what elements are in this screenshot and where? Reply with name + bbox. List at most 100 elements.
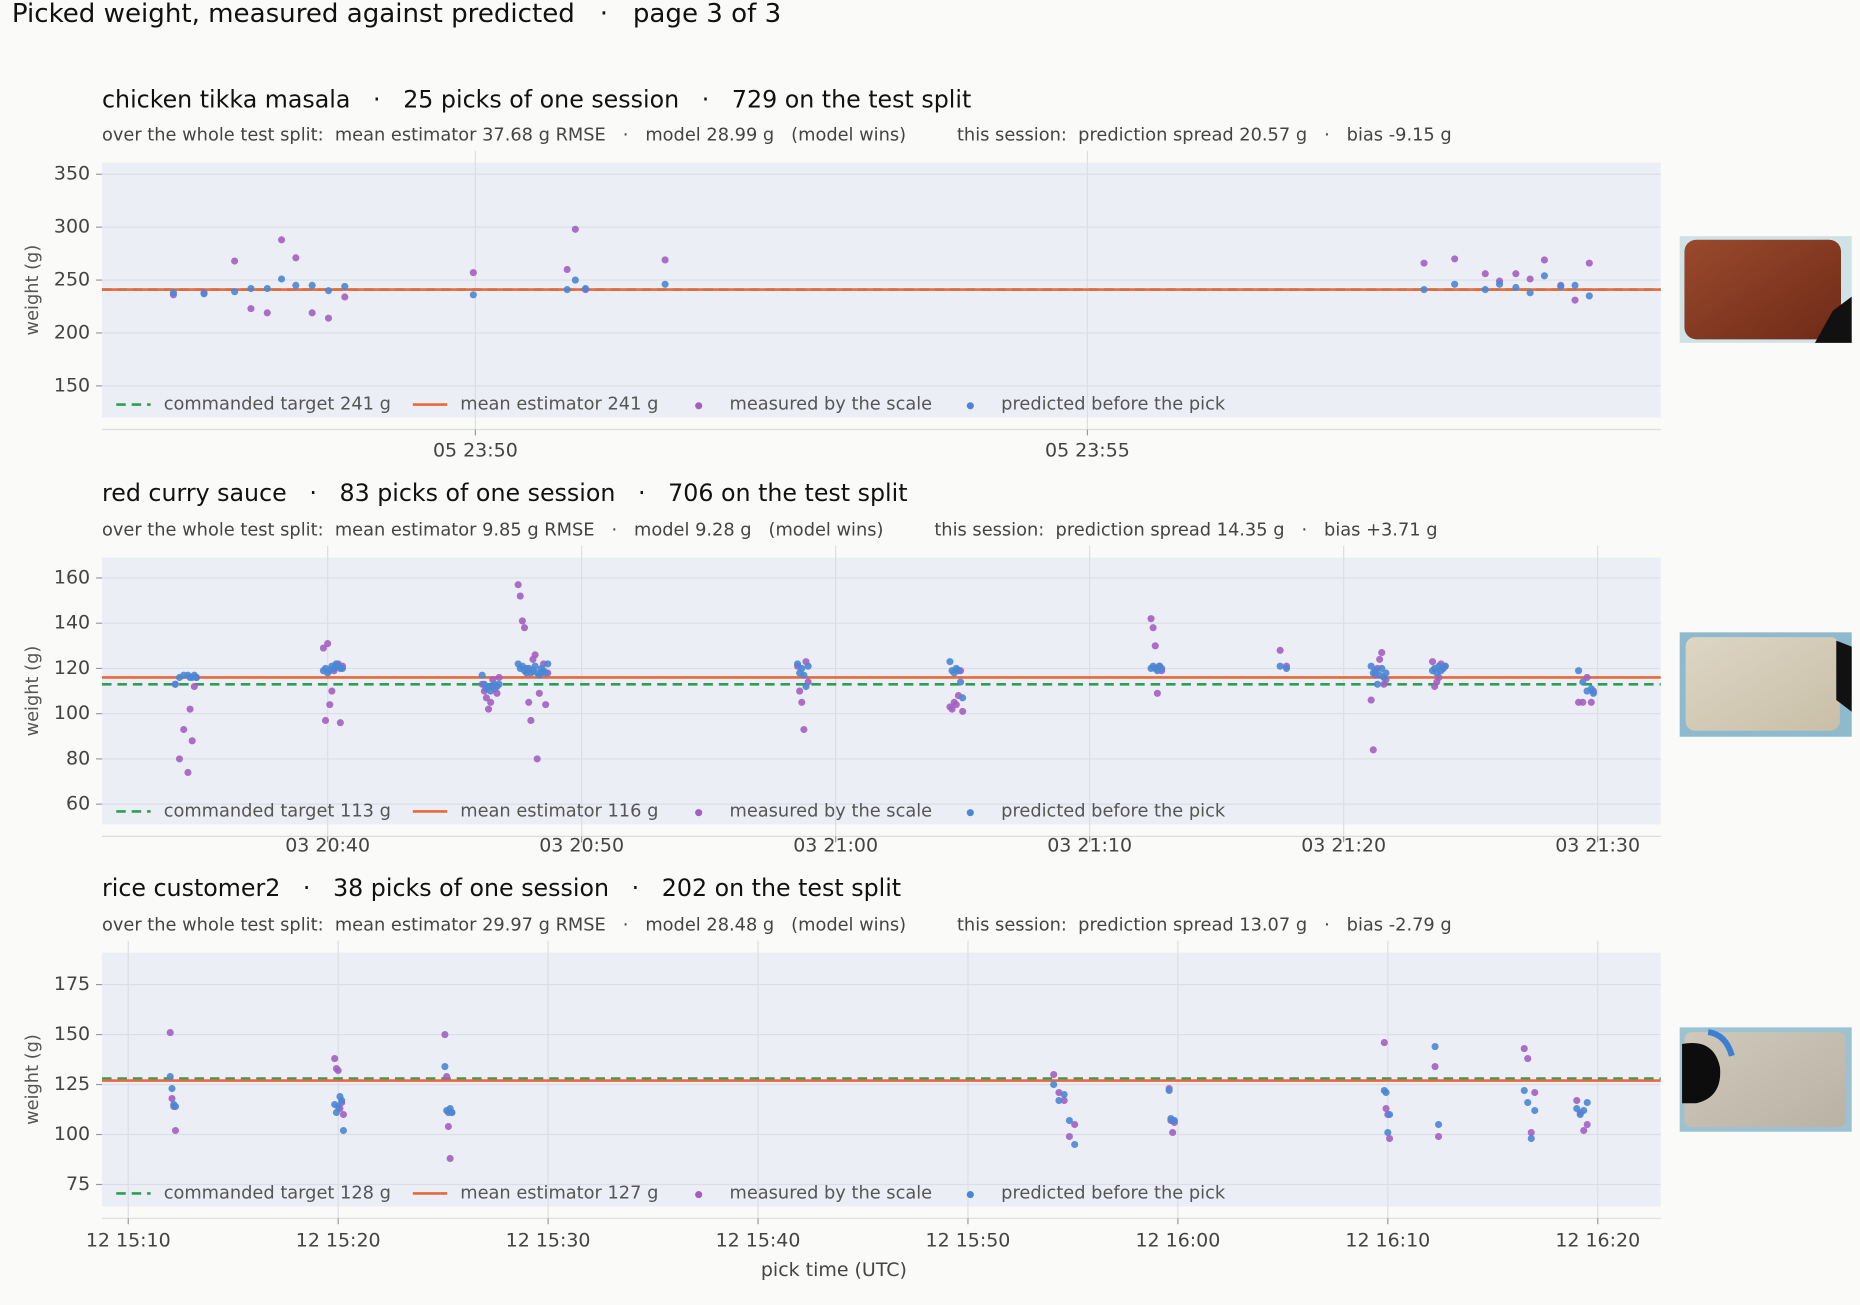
x-tick-label: 12 15:50 [926,1229,1011,1251]
data-point [324,639,332,648]
data-point [1282,664,1291,672]
chart-title: rice customer2 · 38 picks of one session… [102,874,901,902]
data-point [802,682,810,691]
data-point [487,698,495,706]
data-point [796,687,804,695]
data-point [516,592,524,600]
data-point [1587,698,1595,706]
data-point [1583,1098,1591,1107]
data-point [571,225,579,233]
data-point [1384,1128,1392,1137]
legend-label: predicted before the pick [1001,800,1226,821]
legend-label: mean estimator 116 g [460,800,658,821]
data-point [1571,296,1579,304]
legend-swatch [966,402,974,410]
data-point [166,1029,174,1037]
data-point [1386,1110,1394,1119]
y-tick-label: 60 [66,793,90,815]
data-point [1378,664,1386,672]
data-point [493,689,501,697]
data-point [334,1102,342,1111]
data-point [263,309,271,317]
data-point [1579,678,1587,686]
data-point [948,705,956,713]
data-point [1451,255,1459,263]
data-point [1420,259,1428,267]
data-point [952,701,960,709]
data-point [804,662,812,670]
data-point [1151,642,1159,650]
x-tick-label: 05 23:55 [1045,439,1130,461]
y-tick-label: 150 [54,1023,90,1045]
x-tick-label: 12 16:00 [1135,1229,1220,1251]
x-tick-label: 03 21:30 [1555,834,1640,856]
y-tick-label: 200 [54,321,90,343]
data-point [1428,658,1437,666]
data-point [533,755,541,763]
data-point [190,682,198,691]
data-point [531,651,539,659]
data-point [247,305,255,313]
data-point [188,737,196,745]
data-point [1526,275,1534,283]
data-point [339,1126,347,1135]
data-point [1583,673,1591,682]
data-point [186,705,194,713]
y-tick-label: 350 [54,163,90,185]
data-point [1367,696,1375,704]
data-point [1071,1120,1079,1129]
x-tick-label: 12 16:20 [1555,1229,1640,1251]
data-point [1420,286,1428,294]
x-tick-label: 12 15:20 [296,1229,381,1251]
data-point [1276,646,1284,654]
data-point [484,705,493,713]
data-point [1524,1054,1532,1063]
data-point [1170,1116,1178,1125]
data-point [1481,286,1489,294]
data-point [168,1094,176,1103]
data-point [1526,289,1534,297]
data-point [959,694,967,702]
data-point [1583,1120,1591,1129]
data-point [443,1072,451,1081]
data-point [1065,1116,1073,1125]
data-point [798,698,806,706]
data-point [1276,662,1284,670]
data-point [338,664,347,672]
data-point [200,290,208,298]
legend-swatch [966,809,974,817]
data-point [1434,1132,1443,1141]
y-tick-label: 140 [54,612,90,634]
data-point [231,257,239,265]
data-point [168,1084,176,1093]
legend-swatch [966,1191,974,1199]
data-point [1512,283,1520,292]
data-point [1573,1104,1581,1113]
data-point [800,671,808,679]
data-point [542,701,550,709]
data-point [441,1062,449,1071]
legend-label: predicted before the pick [1001,1182,1226,1203]
data-point [514,581,522,589]
data-point [1531,1106,1539,1115]
data-point [531,662,539,670]
data-point [171,1102,180,1111]
y-axis-label: weight (g) [22,1034,43,1125]
data-point [319,644,327,652]
data-point [1520,1086,1528,1095]
data-point [469,291,477,299]
legend-swatch [695,1191,703,1199]
data-point [661,256,669,264]
x-axis-label: pick time (UTC) [761,1259,907,1281]
data-point [339,1110,347,1119]
data-point [1451,280,1459,288]
legend-label: commanded target 241 g [164,394,391,415]
data-point [520,624,529,632]
x-tick-label: 05 23:50 [433,439,518,461]
data-point [1527,1128,1535,1137]
data-point [563,286,571,294]
legend-label: predicted before the pick [1001,394,1226,415]
data-point [946,658,954,666]
legend-label: mean estimator 127 g [460,1182,658,1203]
